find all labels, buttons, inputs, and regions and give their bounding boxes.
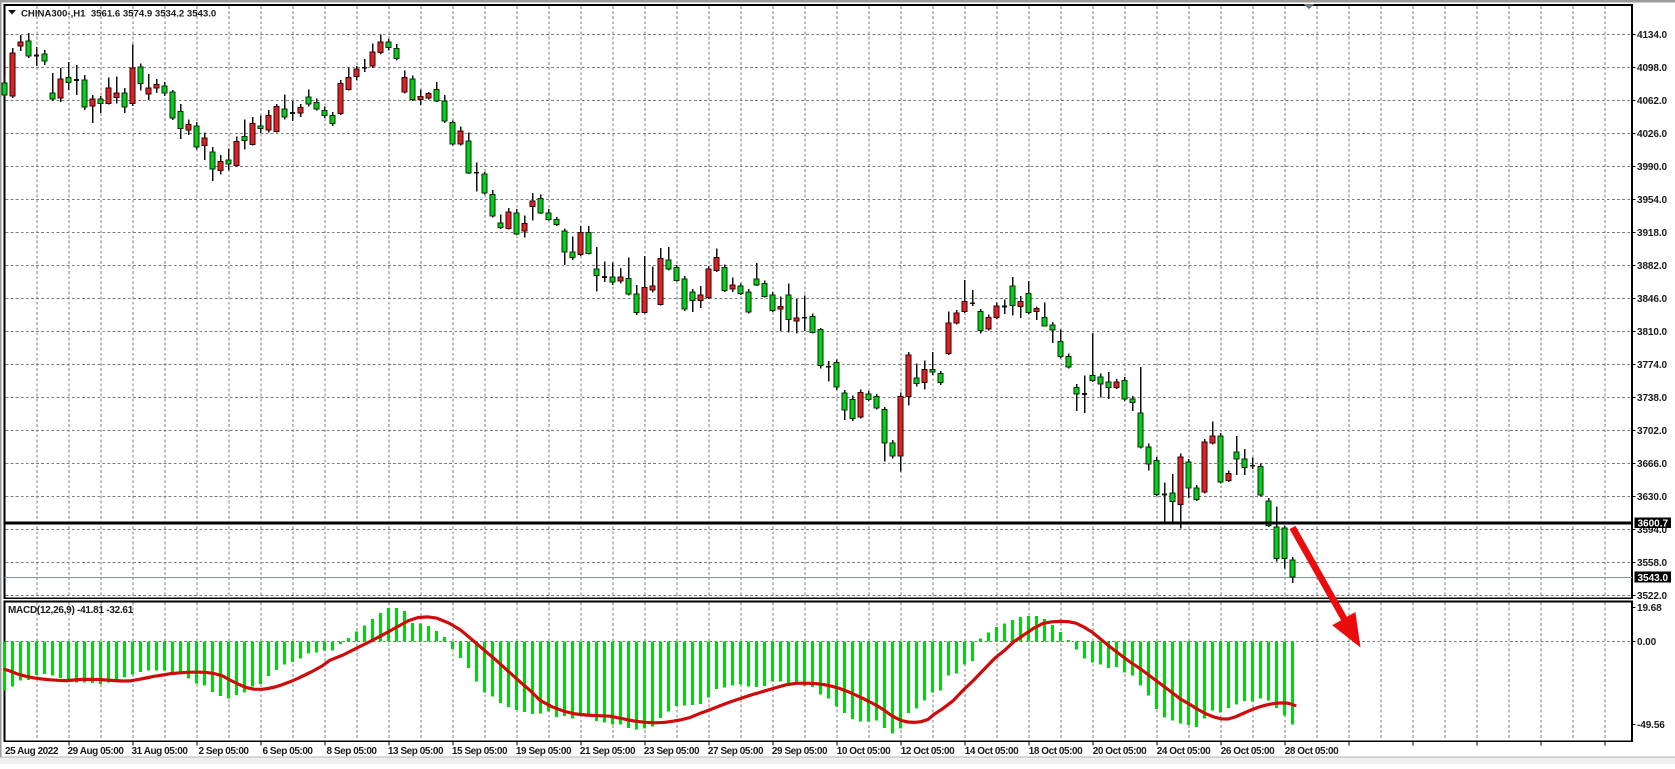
svg-text:31 Aug 05:00: 31 Aug 05:00 [132, 746, 189, 757]
svg-text:3594.0: 3594.0 [1637, 525, 1668, 536]
svg-text:8 Sep 05:00: 8 Sep 05:00 [326, 746, 377, 757]
svg-text:13 Sep 05:00: 13 Sep 05:00 [388, 746, 444, 757]
svg-text:-49.56: -49.56 [1637, 720, 1665, 731]
svg-text:21 Sep 05:00: 21 Sep 05:00 [580, 746, 636, 757]
svg-text:4134.0: 4134.0 [1637, 30, 1668, 41]
svg-text:20 Oct 05:00: 20 Oct 05:00 [1093, 746, 1147, 757]
svg-text:4062.0: 4062.0 [1637, 96, 1668, 107]
svg-text:3882.0: 3882.0 [1637, 261, 1668, 272]
svg-text:4098.0: 4098.0 [1637, 63, 1668, 74]
svg-text:3810.0: 3810.0 [1637, 327, 1668, 338]
svg-text:3990.0: 3990.0 [1637, 162, 1668, 173]
svg-text:3738.0: 3738.0 [1637, 393, 1668, 404]
svg-text:29 Sep 05:00: 29 Sep 05:00 [772, 746, 828, 757]
svg-text:2 Sep 05:00: 2 Sep 05:00 [198, 746, 249, 757]
svg-text:3918.0: 3918.0 [1637, 228, 1668, 239]
svg-text:10 Oct 05:00: 10 Oct 05:00 [837, 746, 891, 757]
svg-text:3846.0: 3846.0 [1637, 294, 1668, 305]
svg-text:14 Oct 05:00: 14 Oct 05:00 [965, 746, 1019, 757]
svg-text:3954.0: 3954.0 [1637, 195, 1668, 206]
svg-text:19 Sep 05:00: 19 Sep 05:00 [516, 746, 572, 757]
svg-text:3522.0: 3522.0 [1637, 591, 1668, 602]
svg-text:28 Oct 05:00: 28 Oct 05:00 [1285, 746, 1339, 757]
svg-text:6 Sep 05:00: 6 Sep 05:00 [262, 746, 313, 757]
svg-text:27 Sep 05:00: 27 Sep 05:00 [708, 746, 764, 757]
svg-text:0.00: 0.00 [1637, 637, 1657, 648]
svg-text:19.68: 19.68 [1637, 603, 1662, 614]
svg-text:29 Aug 05:00: 29 Aug 05:00 [68, 746, 125, 757]
svg-text:25 Aug 2022: 25 Aug 2022 [5, 746, 59, 757]
svg-text:MACD(12,26,9) -41.81 -32.61: MACD(12,26,9) -41.81 -32.61 [8, 605, 134, 616]
svg-text:15 Sep 05:00: 15 Sep 05:00 [452, 746, 508, 757]
svg-text:18 Oct 05:00: 18 Oct 05:00 [1029, 746, 1083, 757]
svg-text:3666.0: 3666.0 [1637, 459, 1668, 470]
svg-text:3702.0: 3702.0 [1637, 426, 1668, 437]
svg-text:23 Sep 05:00: 23 Sep 05:00 [644, 746, 700, 757]
svg-text:3774.0: 3774.0 [1637, 360, 1668, 371]
svg-text:3630.0: 3630.0 [1637, 492, 1668, 503]
svg-text:3543.0: 3543.0 [1638, 573, 1669, 584]
svg-text:12 Oct 05:00: 12 Oct 05:00 [901, 746, 955, 757]
svg-text:26 Oct 05:00: 26 Oct 05:00 [1221, 746, 1275, 757]
svg-text:CHINA300-,H1 3561.6 3574.9 35: CHINA300-,H1 3561.6 3574.9 3534.2 3543.0 [21, 8, 216, 19]
svg-text:4026.0: 4026.0 [1637, 129, 1668, 140]
svg-text:3558.0: 3558.0 [1637, 558, 1668, 569]
svg-text:24 Oct 05:00: 24 Oct 05:00 [1157, 746, 1211, 757]
svg-text:3600.7: 3600.7 [1638, 519, 1669, 530]
